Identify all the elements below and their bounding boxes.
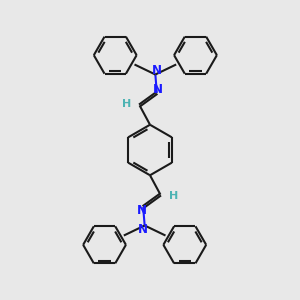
Text: N: N (137, 204, 147, 218)
Text: H: H (169, 191, 178, 201)
Text: N: N (153, 82, 163, 96)
Text: N: N (152, 64, 162, 77)
Text: H: H (122, 99, 131, 109)
Text: N: N (138, 223, 148, 236)
